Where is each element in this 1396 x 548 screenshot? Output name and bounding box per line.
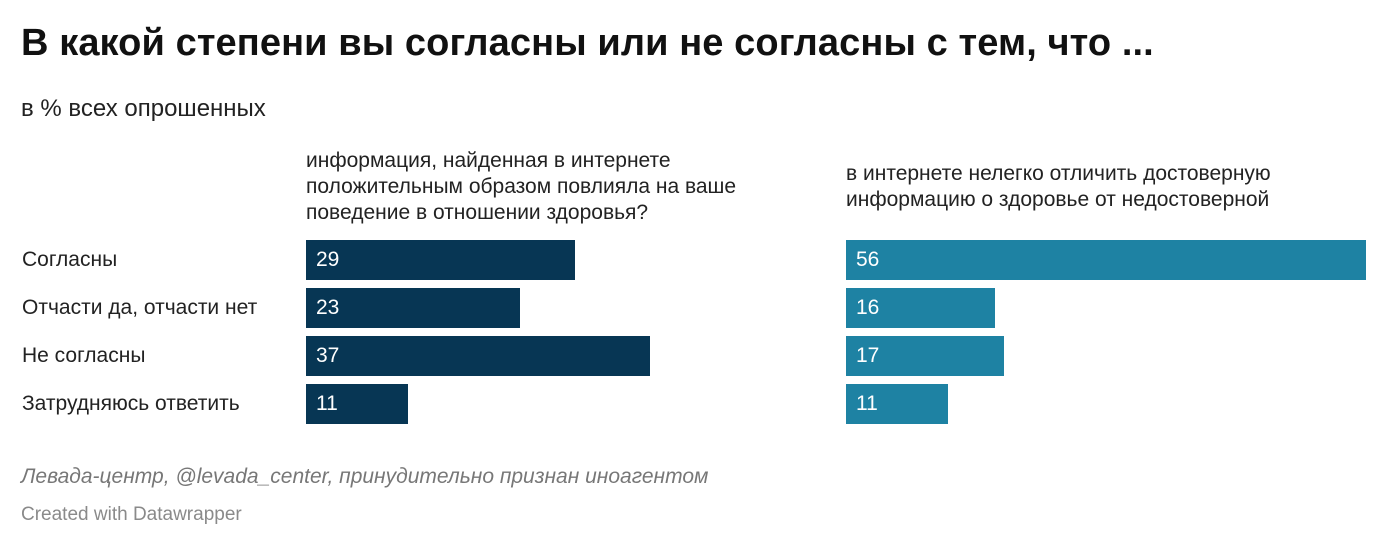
chart-subtitle: в % всех опрошенных bbox=[21, 95, 266, 122]
series-header-2: в интернете нелегко отличить достоверную… bbox=[846, 162, 1271, 211]
bar-series-1: 29 bbox=[306, 240, 575, 280]
bar-value-label: 11 bbox=[856, 392, 878, 415]
series-header-1: информация, найденная в интернете положи… bbox=[306, 149, 737, 224]
source-note: Левада-центр, @levada_center, принудител… bbox=[21, 465, 709, 488]
bar-value-label: 37 bbox=[316, 344, 340, 367]
bar-series-1: 11 bbox=[306, 384, 408, 424]
chart-title: В какой степени вы согласны или не согла… bbox=[21, 22, 1154, 64]
bar-value-label: 16 bbox=[856, 296, 880, 319]
bar-series-1: 23 bbox=[306, 288, 520, 328]
bar-series-2: 56 bbox=[846, 240, 1366, 280]
bar-series-2: 17 bbox=[846, 336, 1004, 376]
bar-value-label: 11 bbox=[316, 392, 338, 415]
datawrapper-credit: Created with Datawrapper bbox=[21, 504, 242, 525]
bar-value-label: 17 bbox=[856, 344, 880, 367]
bar-series-2: 16 bbox=[846, 288, 995, 328]
category-label: Не согласны bbox=[22, 344, 146, 367]
bar-series-2: 11 bbox=[846, 384, 948, 424]
category-label: Согласны bbox=[22, 248, 118, 271]
category-label: Отчасти да, отчасти нет bbox=[22, 296, 258, 319]
bar-value-label: 29 bbox=[316, 248, 340, 271]
category-label: Затрудняюсь ответить bbox=[22, 392, 240, 415]
bar-value-label: 23 bbox=[316, 296, 340, 319]
bar-value-label: 56 bbox=[856, 248, 880, 271]
bar-series-1: 37 bbox=[306, 336, 650, 376]
